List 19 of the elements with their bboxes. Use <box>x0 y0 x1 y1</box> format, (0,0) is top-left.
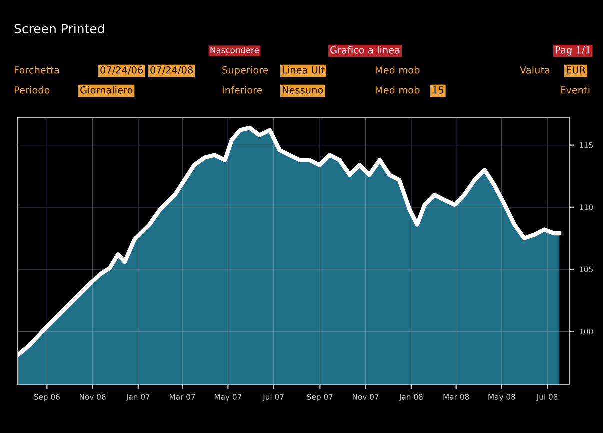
text: Pag 1/1 <box>556 46 590 56</box>
text: Linea Ult <box>282 66 325 74</box>
text: Med mob <box>376 66 420 74</box>
text: Inferiore <box>222 86 262 94</box>
text: Superiore <box>222 66 268 76</box>
text: Giornaliero <box>80 86 133 94</box>
text: 07/24/06 <box>100 66 144 75</box>
text: Med mob <box>376 86 420 94</box>
text: Forchetta <box>14 66 60 74</box>
text: Grafico a linea <box>330 46 400 54</box>
text: Screen Printed <box>14 24 104 34</box>
text: Nessuno <box>282 86 324 94</box>
text: EUR <box>566 66 586 74</box>
text: Valuta <box>520 66 550 74</box>
text: 07/24/08 <box>150 66 193 75</box>
text: 15 <box>433 86 444 94</box>
text: Nascondere <box>210 46 259 54</box>
text: Periodo <box>14 86 50 94</box>
text: Eventi <box>560 86 590 94</box>
